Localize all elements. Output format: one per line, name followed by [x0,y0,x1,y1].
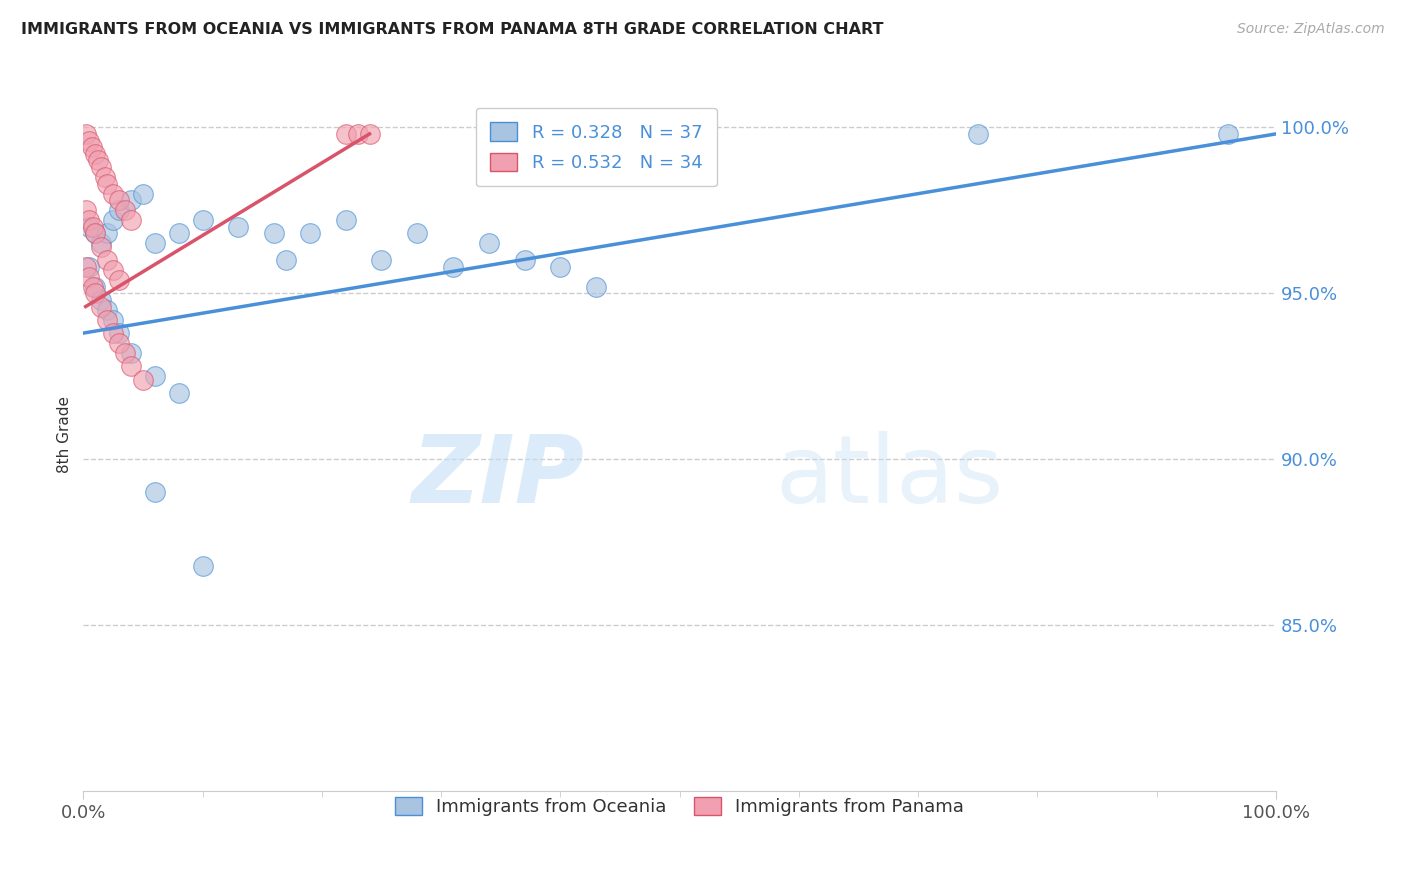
Point [86,153,108,168]
Point [94,169,117,184]
Point [228,219,250,234]
Point [96,302,118,317]
Point [101,213,124,227]
Point [84,286,107,301]
Point [335,213,357,227]
Point [84,227,107,241]
Point [80,140,103,154]
Point [90,300,112,314]
Point [77,134,100,148]
Point [335,127,357,141]
Point [82,279,104,293]
Point [167,227,190,241]
Point [478,236,501,251]
Point [298,227,321,241]
Text: atlas: atlas [775,431,1004,524]
Point [513,253,536,268]
Point [90,240,112,254]
Point [90,236,112,251]
Point [84,227,107,241]
Point [406,227,429,241]
Point [101,186,124,201]
Point [502,127,524,141]
Point [550,260,572,274]
Point [114,346,136,360]
Point [96,253,118,268]
Point [132,373,155,387]
Point [96,177,118,191]
Point [108,203,131,218]
Point [359,127,381,141]
Point [120,359,142,374]
Point [1218,127,1240,141]
Text: Source: ZipAtlas.com: Source: ZipAtlas.com [1237,22,1385,37]
Point [441,260,464,274]
Point [84,279,107,293]
Point [108,273,131,287]
Point [143,236,166,251]
Point [90,293,112,307]
Point [108,194,131,208]
Point [191,213,214,227]
Point [120,213,142,227]
Point [101,313,124,327]
Point [167,385,190,400]
Point [77,219,100,234]
Point [143,369,166,384]
Point [82,219,104,234]
Point [114,203,136,218]
Point [90,160,112,174]
Text: IMMIGRANTS FROM OCEANIA VS IMMIGRANTS FROM PANAMA 8TH GRADE CORRELATION CHART: IMMIGRANTS FROM OCEANIA VS IMMIGRANTS FR… [21,22,883,37]
Point [585,279,607,293]
Point [346,127,368,141]
Point [120,346,142,360]
Point [75,203,97,218]
Point [75,260,97,274]
Point [966,127,988,141]
Legend: Immigrants from Oceania, Immigrants from Panama: Immigrants from Oceania, Immigrants from… [385,788,973,825]
Point [274,253,297,268]
Y-axis label: 8th Grade: 8th Grade [58,396,72,473]
Point [101,263,124,277]
Point [132,186,155,201]
Point [108,326,131,340]
Point [84,146,107,161]
Point [75,127,97,141]
Point [77,260,100,274]
Point [191,558,214,573]
Point [108,336,131,351]
Point [120,194,142,208]
Point [370,253,392,268]
Point [77,269,100,284]
Point [101,326,124,340]
Text: ZIP: ZIP [412,431,585,524]
Point [96,227,118,241]
Point [77,213,100,227]
Point [263,227,285,241]
Point [96,313,118,327]
Point [143,485,166,500]
